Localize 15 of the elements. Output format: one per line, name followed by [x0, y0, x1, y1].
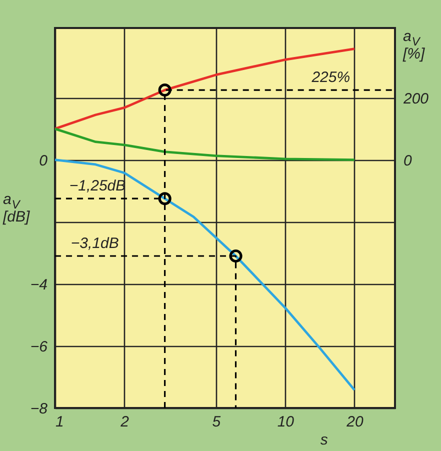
- y-tick-label: −4: [30, 276, 48, 294]
- annotation: −1,25dB: [69, 178, 126, 195]
- y-tick-label: 0: [39, 152, 48, 170]
- y-tick-label: −8: [30, 400, 48, 418]
- annotation: −3,1dB: [70, 235, 119, 252]
- x-axis-title: s: [320, 432, 328, 448]
- y2-tick-label: 200: [402, 90, 430, 108]
- y2-tick-label: 0: [404, 152, 412, 170]
- x-tick-label: 5: [212, 414, 222, 430]
- y-tick-label: −6: [30, 338, 48, 356]
- x-tick-label: 1: [56, 414, 64, 430]
- x-tick-label: 2: [120, 414, 130, 430]
- annotation: 225%: [310, 69, 350, 86]
- x-tick-label: 10: [277, 414, 295, 430]
- x-tick-label: 20: [346, 414, 364, 430]
